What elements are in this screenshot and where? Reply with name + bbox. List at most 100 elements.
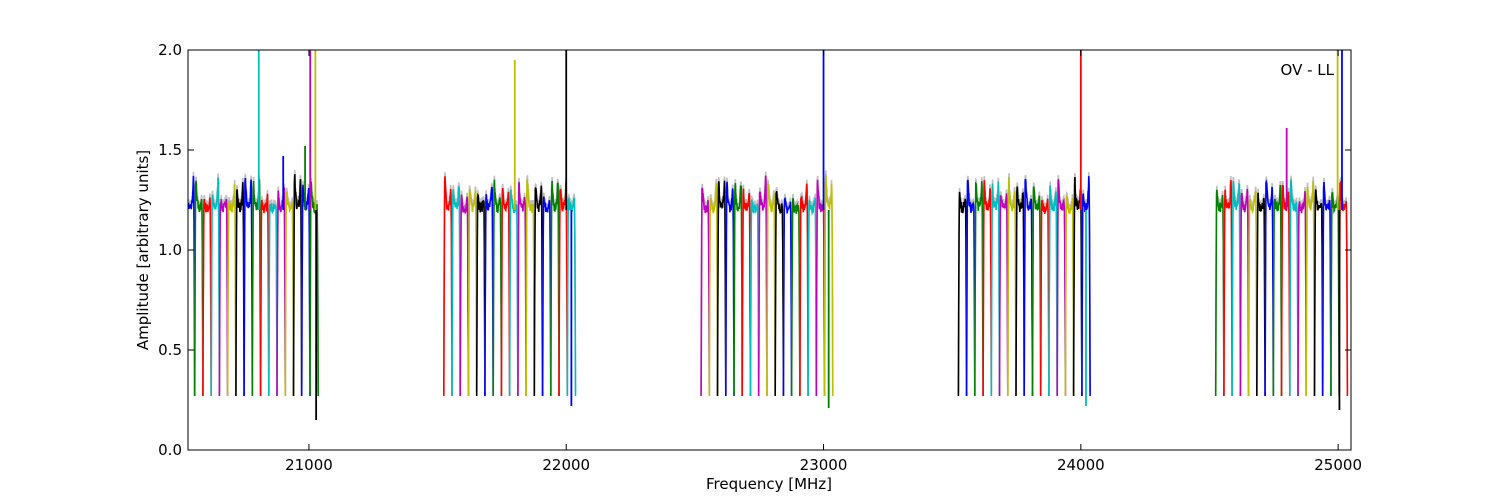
channel-line (1015, 186, 1025, 397)
channel-line (243, 177, 254, 397)
channel-line (193, 180, 204, 397)
channel-line (508, 189, 519, 397)
channel-shadow-line (741, 184, 752, 393)
channel-line (741, 188, 752, 397)
channel-shadow-line (749, 195, 760, 393)
channel-line (1272, 184, 1283, 397)
channel-shadow-line (1031, 182, 1042, 393)
channel-line (1007, 177, 1017, 397)
channel-shadow-line (1289, 175, 1299, 393)
channel-line (998, 193, 1009, 397)
channel-line (1313, 189, 1324, 397)
channel-line (957, 191, 968, 397)
channel-shadow-line (541, 192, 552, 393)
channel-line (1321, 181, 1332, 397)
channel-line (1338, 179, 1349, 397)
channel-line (1305, 180, 1316, 397)
channel-line (550, 180, 560, 397)
channel-line (300, 184, 311, 397)
series-layer (188, 50, 1349, 420)
channel-line (1231, 180, 1242, 397)
channel-shadow-line (1256, 188, 1266, 393)
channel-shadow-line (799, 179, 809, 393)
channel-shadow-line (484, 182, 494, 393)
channel-line (525, 178, 536, 397)
channel-line (284, 191, 295, 397)
x-tick-label: 23000 (800, 456, 848, 474)
channel-line (1239, 188, 1250, 397)
channel-shadow-line (1297, 187, 1307, 393)
y-axis-label: Amplitude [arbitrary units] (134, 150, 152, 350)
channel-line (1264, 179, 1275, 397)
channel-shadow-line (193, 176, 204, 393)
channel-line (1289, 179, 1299, 397)
channel-shadow-line (1064, 190, 1075, 393)
plot-background (188, 50, 1351, 450)
channel-line (1214, 189, 1225, 397)
channel-line (766, 183, 776, 397)
channel-shadow-line (716, 176, 727, 393)
channel-line (1039, 198, 1050, 397)
channel-line (749, 199, 760, 397)
channel-line (974, 181, 984, 397)
channel-line (774, 191, 785, 397)
x-tick-label: 24000 (1057, 456, 1105, 474)
channel-line (990, 181, 1001, 397)
channel-line (517, 182, 527, 397)
channel-line (733, 183, 743, 397)
chart-annotation: OV - LL (1281, 61, 1335, 79)
channel-shadow-line (1321, 177, 1332, 393)
x-tick-label: 22000 (542, 456, 590, 474)
channel-line (1064, 194, 1075, 397)
channel-line (492, 179, 503, 397)
channel-shadow-line (1264, 175, 1275, 393)
channel-line (467, 189, 478, 397)
channel-line (235, 182, 245, 397)
channel-line (782, 196, 793, 397)
channel-line (1256, 192, 1266, 397)
channel-shadow-line (733, 179, 743, 393)
channel-shadow-line (259, 189, 270, 393)
y-tick-label: 1.0 (158, 241, 182, 259)
channel-line (965, 179, 976, 397)
channel-line (500, 188, 511, 397)
x-axis-label: Frequency [MHz] (706, 475, 832, 493)
channel-line (823, 174, 834, 397)
channel-line (757, 175, 768, 397)
channel-line (533, 185, 544, 397)
y-tick-label: 1.5 (158, 141, 182, 159)
channel-line (1023, 178, 1034, 397)
channel-line (700, 187, 711, 397)
y-tick-label: 2.0 (158, 41, 182, 59)
channel-line (218, 198, 229, 397)
channel-line (1081, 176, 1091, 397)
x-tick-label: 21000 (285, 456, 333, 474)
channel-line (268, 203, 278, 397)
channel-line (1247, 190, 1258, 397)
channel-shadow-line (443, 172, 453, 393)
channel-line (1297, 191, 1307, 397)
channel-line (1031, 186, 1042, 397)
channel-line (1056, 179, 1067, 397)
channel-line (541, 196, 552, 397)
channel-shadow-line (268, 199, 278, 393)
channel-shadow-line (774, 187, 785, 393)
channel-line (1280, 184, 1291, 397)
tick-layer: 21000 22000 23000 24000 25000 0.0 0.5 1.0 1.5 2.0 (158, 41, 1362, 474)
channel-line (309, 181, 319, 397)
channel-shadow-line (998, 189, 1009, 393)
x-tick-label: 25000 (1314, 456, 1362, 474)
channel-shadow-line (974, 177, 984, 393)
channel-shadow-line (766, 179, 776, 393)
channel-line (484, 186, 494, 397)
channel-line (807, 197, 818, 397)
channel-shadow-line (284, 187, 295, 393)
y-tick-label: 0.0 (158, 441, 182, 459)
channel-shadow-line (202, 193, 212, 393)
channel-line (708, 182, 719, 397)
channel-line (292, 174, 303, 397)
channel-line (790, 198, 801, 397)
channel-shadow-line (451, 182, 461, 393)
channel-line (1223, 180, 1233, 397)
